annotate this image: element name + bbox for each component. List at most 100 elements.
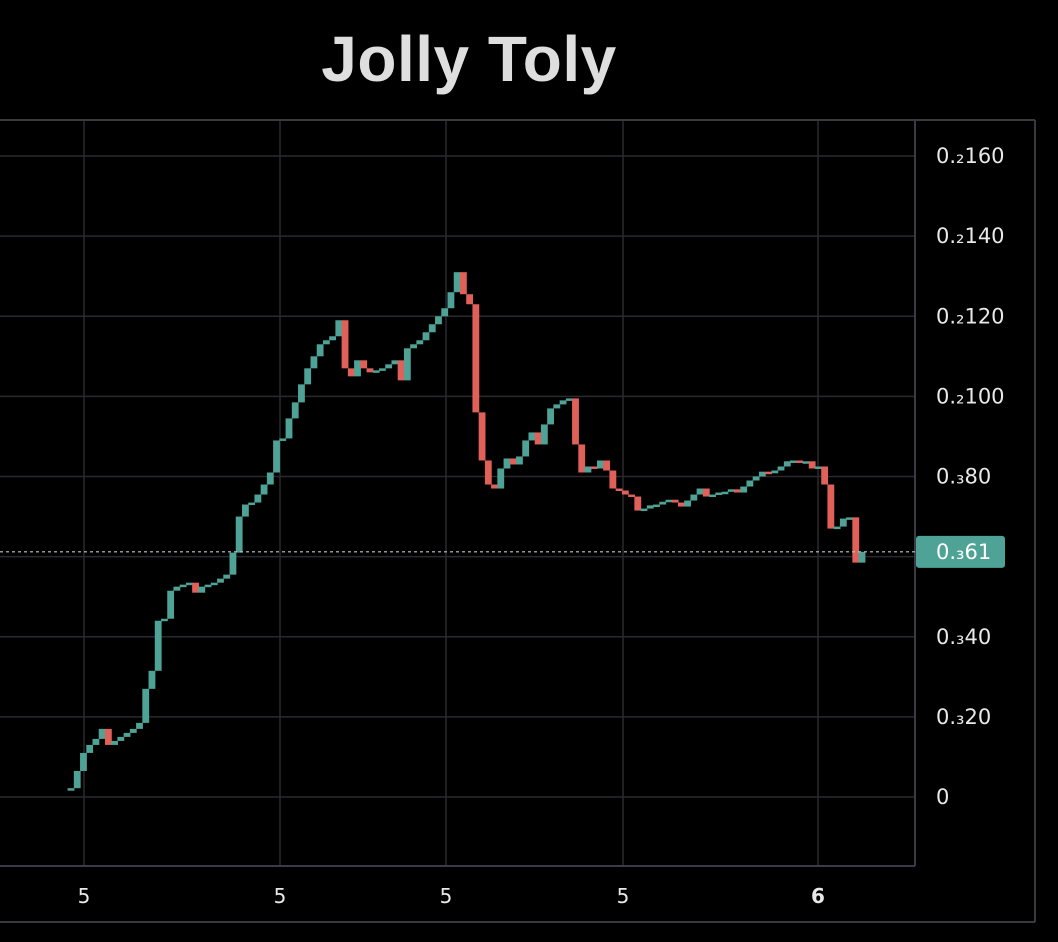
candle-up [335,320,343,337]
candle-down [366,368,374,373]
x-tick-label: 5 [274,884,287,908]
candle-up [67,788,75,791]
y-tick-label: 0.₂160 [936,144,1005,168]
candle-up [715,492,723,496]
candle-up [858,551,866,563]
candle-up [528,432,536,441]
candle-up [777,466,785,471]
candle-down [484,460,492,485]
chart-frame [0,119,1036,923]
x-tick-label: 5 [78,884,91,908]
candle-up [98,728,106,739]
candle-up [111,740,119,745]
candle-down [534,432,542,445]
candle-up [123,732,131,737]
candle-up [322,340,330,345]
candle-down [360,360,368,369]
candle-up [814,466,822,469]
candle-up [752,476,760,481]
candle-up [696,488,704,495]
candle-up [210,582,218,586]
candle-up [316,344,324,357]
chart-title: Jolly Toly [321,23,617,95]
candle-up [497,468,505,489]
candle-down [765,471,772,475]
candle-up [229,552,237,575]
grid-lines [0,120,915,866]
candle-up [665,499,673,503]
candle-up [167,590,175,619]
candle-up [161,618,168,622]
candle-up [298,384,305,403]
candle-up [640,508,648,512]
candle-up [740,486,748,493]
candle-up [771,470,779,474]
candle-up [310,356,318,369]
current-price-label: 0.₃61 [936,540,991,564]
candle-down [397,360,405,381]
candle-down [677,502,685,507]
candle-up [403,348,411,381]
candle-down [104,728,112,745]
candle-up [217,578,224,583]
candle-down [615,488,623,492]
candle-down [347,368,355,377]
candle-up [503,458,511,469]
x-tick-label: 5 [617,884,630,908]
candle-down [821,466,829,485]
candle-down [671,499,679,503]
candle-up [80,752,87,771]
candle-up [117,736,125,741]
candle-up [559,400,567,405]
candle-down [478,412,486,461]
candle-down [572,398,579,445]
x-tick-label: 6 [811,884,825,908]
y-tick-label: 0.₂100 [936,384,1005,408]
candle-up [354,360,361,377]
candle-down [509,458,517,465]
candle-up [273,440,280,473]
candle-up [441,308,449,317]
candle-down [609,470,617,489]
current-price-marker: 0.₃61 [0,535,1005,568]
candle-down [459,272,467,295]
candle-up [746,480,754,487]
candle-up [372,370,380,373]
candle-up [565,398,573,401]
candle-up [291,402,299,419]
candle-up [758,471,766,477]
candle-down [341,320,349,369]
candle-up [584,466,592,473]
candle-down [702,488,710,497]
candle-down [621,490,629,495]
candle-up [179,584,187,588]
candle-up [653,504,660,508]
candle-up [241,504,249,517]
candle-up [391,360,399,365]
candle-up [142,688,150,723]
candle-down [808,461,816,469]
candle-up [422,332,430,341]
candle-up [516,456,523,465]
candle-down [852,517,860,563]
candle-up [547,408,554,425]
candle-up [279,438,287,441]
candle-up [553,404,561,409]
candle-up [802,461,810,464]
candle-up [709,494,716,498]
candle-up [136,722,143,729]
y-axis: 0.₂160 0.₂140 0.₂120 0.₂100 0.₃80 0.₃40 0.₃20 0 [936,144,1005,809]
x-axis: 5 5 5 5 6 [78,884,825,908]
candle-down [634,496,642,511]
candles [67,272,866,791]
candle-down [628,494,635,498]
candle-up [185,582,193,586]
candle-up [540,424,548,445]
candle-up [453,272,461,293]
candle-down [472,304,480,413]
candle-up [435,316,442,325]
candle-up [447,292,455,309]
candle-up [379,368,386,371]
candle-down [578,444,586,473]
